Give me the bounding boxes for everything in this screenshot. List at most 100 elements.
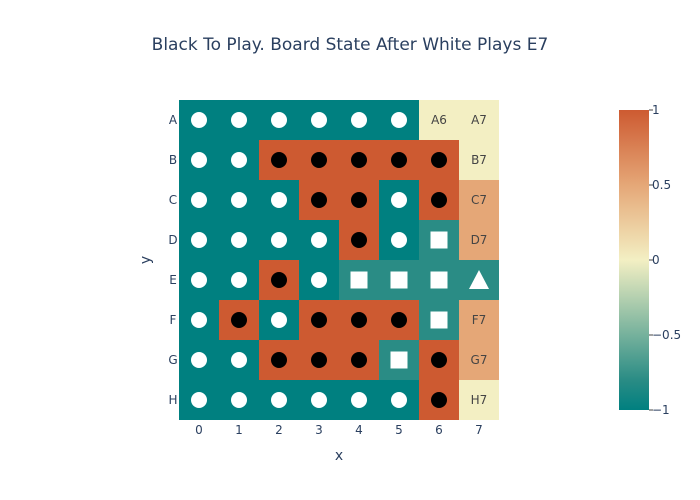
x-tick-1: 1	[235, 423, 243, 437]
cell-f7	[459, 300, 499, 340]
x-axis-title: x	[335, 448, 343, 464]
cell-label-b7: B7	[471, 153, 487, 167]
black-stone-f5	[391, 312, 407, 328]
white-stone-h4	[351, 392, 367, 408]
white-stone-d5	[391, 232, 407, 248]
black-stone-b4	[351, 152, 367, 168]
white-square-g5	[390, 351, 408, 369]
y-tick-A: A	[169, 113, 178, 127]
white-stone-d0	[191, 232, 207, 248]
white-stone-h3	[311, 392, 327, 408]
black-stone-g6	[431, 352, 447, 368]
y-tick-F: F	[170, 313, 177, 327]
white-square-e6	[430, 271, 448, 289]
black-stone-b5	[391, 152, 407, 168]
colorbar-tick-1: 0.5	[652, 178, 671, 192]
white-stone-f0	[191, 312, 207, 328]
white-stone-a2	[271, 112, 287, 128]
white-stone-a1	[231, 112, 247, 128]
black-stone-b6	[431, 152, 447, 168]
cell-g7	[459, 340, 499, 380]
black-stone-e2	[271, 272, 287, 288]
cell-label-g7: G7	[471, 353, 488, 367]
white-stone-a4	[351, 112, 367, 128]
white-stone-e1	[231, 272, 247, 288]
x-tick-4: 4	[355, 423, 363, 437]
white-stone-a3	[311, 112, 327, 128]
y-tick-G: G	[168, 353, 177, 367]
y-axis-ticks: A B C D E F G H	[168, 113, 178, 407]
y-axis-title: y	[138, 256, 154, 264]
white-stone-d3	[311, 232, 327, 248]
cell-label-f7: F7	[472, 313, 487, 327]
white-stone-h2	[271, 392, 287, 408]
x-axis-ticks: 0 1 2 3 4 5 6 7	[195, 423, 483, 437]
white-stone-e3	[311, 272, 327, 288]
x-tick-3: 3	[315, 423, 323, 437]
y-tick-B: B	[169, 153, 177, 167]
cell-label-a6: A6	[431, 113, 447, 127]
white-stone-c0	[191, 192, 207, 208]
cell-c7	[459, 180, 499, 220]
colorbar-tick-4: −1	[652, 403, 670, 417]
x-tick-7: 7	[475, 423, 483, 437]
cell-label-h7: H7	[471, 393, 488, 407]
black-stone-g3	[311, 352, 327, 368]
black-stone-h6	[431, 392, 447, 408]
y-tick-E: E	[169, 273, 177, 287]
cell-label-d7: D7	[471, 233, 488, 247]
white-stone-c1	[231, 192, 247, 208]
white-stone-a0	[191, 112, 207, 128]
white-triangle-e7	[469, 270, 489, 289]
white-stone-h5	[391, 392, 407, 408]
cell-h7	[459, 380, 499, 420]
cell-labels: A6 A7 B7 C7 D7 F7 G7 H7	[431, 113, 487, 407]
white-stone-g1	[231, 352, 247, 368]
cell-d7	[459, 220, 499, 260]
white-stone-d2	[271, 232, 287, 248]
white-square-f6	[430, 311, 448, 329]
black-stone-f1	[231, 312, 247, 328]
black-stone-f3	[311, 312, 327, 328]
x-tick-6: 6	[435, 423, 443, 437]
white-stone-h0	[191, 392, 207, 408]
white-stone-c5	[391, 192, 407, 208]
colorbar-tick-3: −0.5	[652, 328, 681, 342]
colorbar-tick-0: 1	[652, 103, 660, 117]
white-stone-a5	[391, 112, 407, 128]
cell-label-a7: A7	[471, 113, 487, 127]
y-tick-D: D	[168, 233, 177, 247]
x-tick-0: 0	[195, 423, 203, 437]
black-stone-b3	[311, 152, 327, 168]
white-stone-h1	[231, 392, 247, 408]
white-square-e5	[390, 271, 408, 289]
colorbar-ticks: 1 0.5 0 −0.5 −1	[649, 103, 681, 417]
black-stone-b2	[271, 152, 287, 168]
heatmap-cells	[179, 100, 499, 420]
chart-title: Black To Play. Board State After White P…	[152, 35, 549, 55]
colorbar-tick-2: 0	[652, 253, 660, 267]
black-stone-d4	[351, 232, 367, 248]
black-stone-g2	[271, 352, 287, 368]
black-stone-c4	[351, 192, 367, 208]
cell-b7	[459, 140, 499, 180]
white-stone-e0	[191, 272, 207, 288]
cell-a7	[459, 100, 499, 140]
stone-markers	[191, 112, 489, 408]
white-stone-d1	[231, 232, 247, 248]
black-stone-c3	[311, 192, 327, 208]
black-stone-g4	[351, 352, 367, 368]
white-stone-b0	[191, 152, 207, 168]
white-stone-g0	[191, 352, 207, 368]
black-stone-c6	[431, 192, 447, 208]
black-stone-f4	[351, 312, 367, 328]
white-square-e4	[350, 271, 368, 289]
x-tick-5: 5	[395, 423, 403, 437]
y-tick-C: C	[169, 193, 177, 207]
white-square-d6	[430, 231, 448, 249]
white-stone-b1	[231, 152, 247, 168]
y-tick-H: H	[168, 393, 177, 407]
cell-a6	[419, 100, 459, 140]
colorbar	[619, 110, 649, 410]
